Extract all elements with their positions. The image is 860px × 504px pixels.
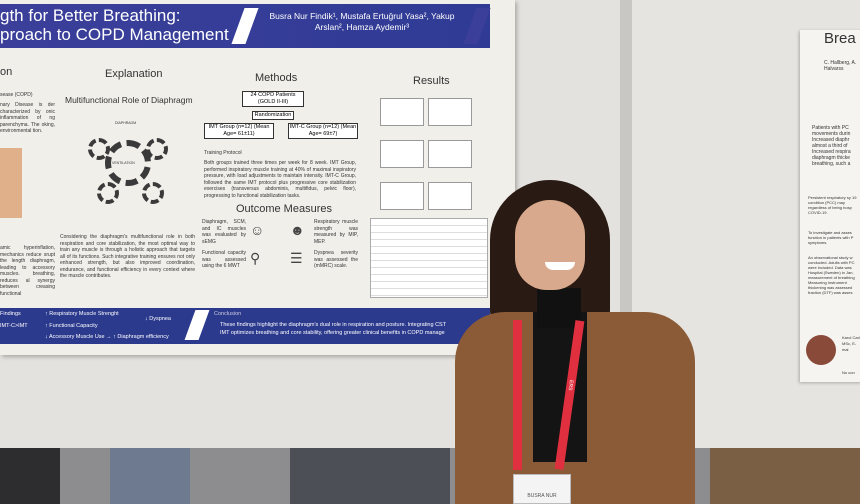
intro-heading: on [0, 66, 13, 78]
imtc-group-box: IMT-C Group (n=12) (Mean Age= 69±7) [288, 123, 358, 139]
finding-2: ↑ Functional Capacity [45, 323, 98, 329]
person-presenter: ERS BUSRA NUR [455, 180, 695, 504]
finding-3: ↓ Accessory Muscle Use → ↑ Diaphragm eff… [45, 334, 169, 340]
poster2-contact: Karol Carl MSc, E-mai [842, 335, 860, 352]
lung-illustration [0, 148, 22, 218]
poster-copd: gth for Better Breathing: proach to COPD… [0, 0, 515, 355]
poster2-authors: C. Hallberg, A. Halvarss [824, 60, 857, 72]
name-badge: BUSRA NUR [513, 474, 571, 504]
conclusion-text-2: IMT optimizes breathing and core stabili… [220, 330, 445, 336]
outcome-1: Diaphragm, SCM, and IC muscles was evalu… [202, 219, 246, 245]
explanation-sub: Multifunctional Role of Diaphragm [65, 95, 193, 105]
gear-icon [88, 138, 110, 160]
randomization-box: Randomization [252, 111, 294, 120]
conclusion-text-1: These findings highlight the diaphragm's… [220, 322, 447, 328]
lanyard-text: ERS [566, 379, 575, 391]
poster2-text1: Patients with PC movements durin Increas… [812, 125, 851, 167]
floor [0, 448, 860, 504]
result-chart [380, 98, 424, 126]
ventilation-gear-icon [105, 140, 151, 186]
poster2-title: Brea [824, 30, 856, 47]
outcome-2: Respiratory muscle strength was measured… [314, 219, 358, 245]
walking-icon: ⚲ [250, 250, 261, 266]
poster2-footer: No con [842, 370, 855, 375]
findings-label: Findings [0, 311, 21, 317]
patients-box: 24 COPD Patients (GOLD II-III) [242, 91, 304, 107]
header-slash [231, 8, 259, 44]
poster2-text3: To investigate and asses function in pat… [808, 230, 854, 245]
methods-heading: Methods [255, 72, 298, 84]
findings-group: IMT-C>IMT [0, 323, 28, 329]
result-chart [380, 182, 424, 210]
poster-title-line2: proach to COPD Management [0, 25, 229, 44]
gear-icon [97, 182, 119, 204]
diagram-center-label: VENTILATION [112, 161, 135, 165]
poster-header: gth for Better Breathing: proach to COPD… [0, 4, 491, 48]
training-heading: Training Protocol [204, 150, 242, 156]
poster-title-line1: gth for Better Breathing: [0, 6, 181, 25]
training-text: Both groups trained three times per week… [204, 160, 356, 199]
finding-1: ↑ Respiratory Muscle Strenght [45, 311, 119, 317]
badge-name: BUSRA NUR [527, 493, 557, 499]
outcome-3: Functional capacity was assessed using t… [202, 250, 246, 269]
intro-sub: sease (COPD) [0, 92, 33, 98]
imt-group-box: IMT Group (n=12) (Mean Age= 61±11) [204, 123, 274, 139]
intro-text2: amic hyperinflation, mechanics reduce sr… [0, 245, 55, 297]
intro-text: nary Disease is der characterized by oni… [0, 102, 55, 134]
explanation-heading: Explanation [105, 68, 163, 80]
result-chart [380, 140, 424, 168]
poster2-text4: An observational study w conducted. Adul… [808, 255, 855, 295]
head-icon: ☻ [290, 222, 305, 238]
poster-footer: Findings IMT-C>IMT ↑ Respiratory Muscle … [0, 308, 490, 344]
smile [545, 262, 575, 270]
result-chart [428, 182, 472, 210]
gear-icon [142, 182, 164, 204]
author-photo [806, 335, 836, 365]
conclusion-label: Conclusion [214, 311, 242, 317]
face [515, 200, 585, 290]
muscle-icon: ☺ [250, 222, 265, 238]
footer-slash [184, 310, 210, 340]
outcome-heading: Outcome Measures [236, 203, 332, 215]
header-slash [463, 8, 491, 44]
checklist-icon: ☰ [290, 250, 303, 266]
poster-breathing: Brea C. Hallberg, A. Halvarss Patients w… [800, 30, 860, 382]
turtleneck-collar [537, 288, 581, 328]
gear-icon [146, 138, 168, 160]
poster-authors: Busra Nur Findik¹, Mustafa Ertuğrul Yasa… [269, 11, 455, 32]
lanyard-left [513, 320, 522, 470]
outcome-4: Dyspnea severity was assessed the (mMRC)… [314, 250, 358, 269]
poster2-text2: Persistent respiratory sy 19 condition (… [808, 195, 857, 215]
result-chart [428, 140, 472, 168]
results-heading: Results [413, 75, 450, 87]
finding-4: ↓ Dyspnea [145, 316, 171, 322]
explanation-text: Considering the diaphragm's multifunctio… [60, 234, 195, 279]
results-table [370, 218, 488, 298]
diagram-top-label: DIAPHRAGM [115, 121, 137, 125]
result-chart [428, 98, 472, 126]
